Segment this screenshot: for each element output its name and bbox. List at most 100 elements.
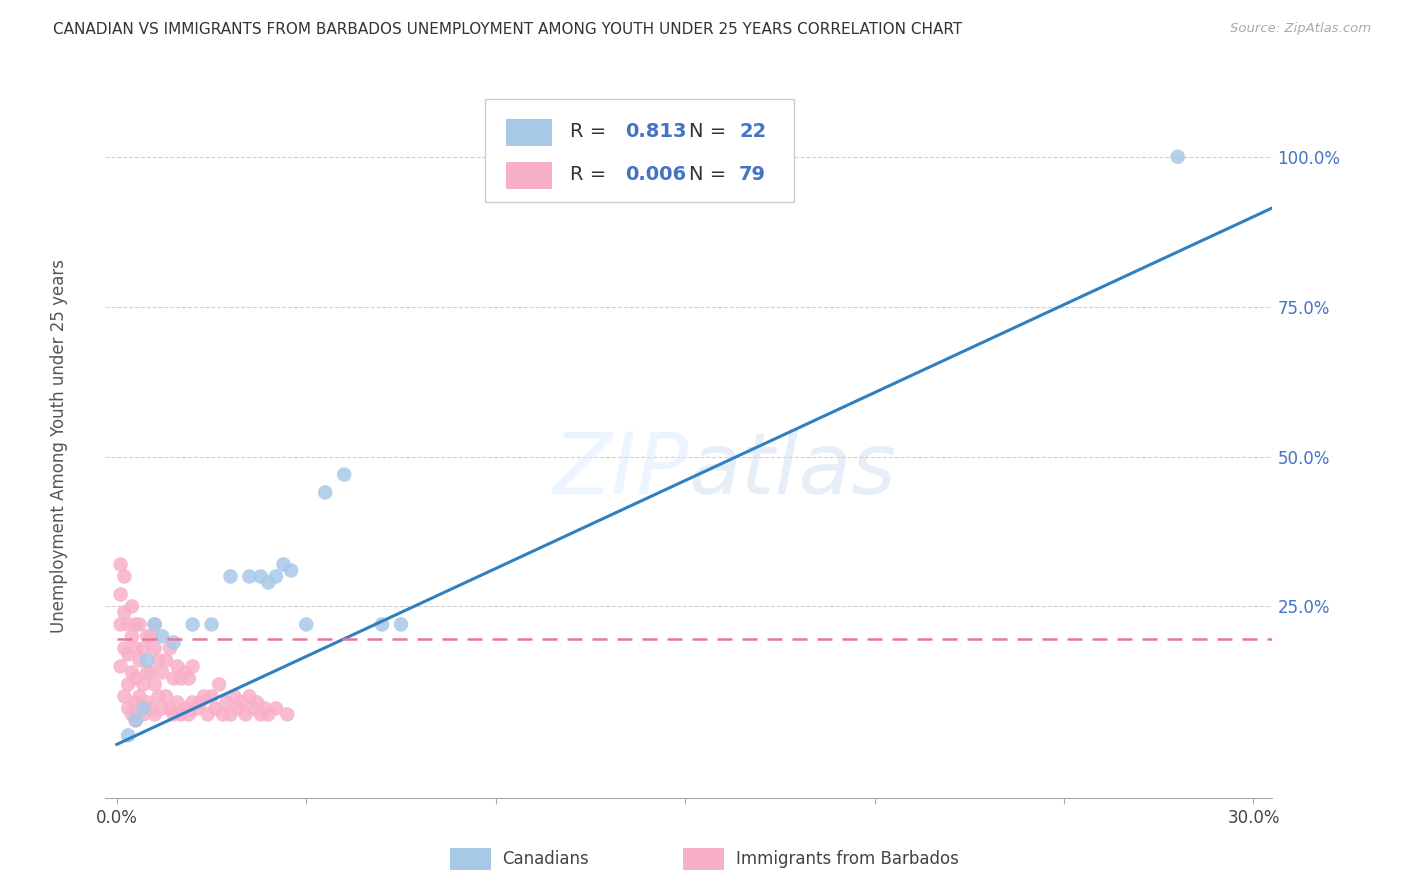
- Text: 0.813: 0.813: [624, 122, 686, 141]
- Text: N =: N =: [689, 122, 725, 141]
- Point: [128, 617, 150, 632]
- Point: [215, 695, 238, 709]
- Point: [110, 587, 132, 601]
- Point: [132, 641, 155, 656]
- Point: [181, 659, 204, 673]
- Point: [238, 690, 260, 704]
- Point: [125, 714, 148, 728]
- Point: [136, 653, 159, 667]
- Point: [231, 695, 253, 709]
- Point: [159, 701, 181, 715]
- Point: [110, 558, 132, 572]
- Point: [186, 701, 208, 715]
- FancyBboxPatch shape: [506, 162, 553, 189]
- Point: [257, 707, 280, 722]
- Point: [143, 677, 166, 691]
- Point: [200, 617, 222, 632]
- Text: 0.006: 0.006: [624, 165, 686, 185]
- Text: R =: R =: [569, 122, 619, 141]
- Point: [333, 467, 356, 482]
- Point: [121, 665, 143, 680]
- FancyBboxPatch shape: [506, 119, 553, 145]
- Point: [117, 677, 139, 691]
- Point: [121, 599, 143, 614]
- Point: [219, 569, 242, 583]
- Point: [226, 701, 249, 715]
- Point: [150, 665, 173, 680]
- Point: [128, 690, 150, 704]
- Point: [188, 695, 211, 709]
- Point: [212, 707, 235, 722]
- Point: [163, 707, 186, 722]
- Point: [132, 707, 155, 722]
- Point: [249, 707, 271, 722]
- Point: [166, 695, 188, 709]
- Text: Source: ZipAtlas.com: Source: ZipAtlas.com: [1230, 22, 1371, 36]
- Text: Canadians: Canadians: [502, 850, 589, 868]
- Text: Unemployment Among Youth under 25 years: Unemployment Among Youth under 25 years: [51, 259, 67, 633]
- Point: [117, 701, 139, 715]
- Point: [159, 641, 181, 656]
- Point: [295, 617, 318, 632]
- Point: [163, 635, 186, 649]
- Text: R =: R =: [569, 165, 619, 185]
- Point: [117, 648, 139, 662]
- Point: [150, 629, 173, 643]
- Point: [132, 677, 155, 691]
- Point: [219, 707, 242, 722]
- Point: [177, 707, 200, 722]
- Point: [224, 690, 246, 704]
- Text: N =: N =: [689, 165, 725, 185]
- Point: [143, 707, 166, 722]
- Point: [125, 672, 148, 686]
- Point: [143, 617, 166, 632]
- Point: [125, 714, 148, 728]
- Point: [276, 707, 298, 722]
- Point: [132, 701, 155, 715]
- Point: [170, 707, 193, 722]
- Point: [136, 695, 159, 709]
- Point: [155, 653, 177, 667]
- Point: [197, 707, 219, 722]
- Point: [139, 665, 162, 680]
- Point: [117, 728, 139, 742]
- Point: [163, 672, 186, 686]
- Point: [155, 690, 177, 704]
- Point: [257, 575, 280, 590]
- Point: [238, 569, 260, 583]
- Point: [208, 677, 231, 691]
- Text: 79: 79: [740, 165, 766, 185]
- Text: atlas: atlas: [689, 428, 897, 512]
- Point: [246, 695, 269, 709]
- Point: [112, 606, 135, 620]
- Point: [249, 569, 271, 583]
- Point: [314, 485, 336, 500]
- Point: [371, 617, 394, 632]
- Point: [136, 665, 159, 680]
- Point: [125, 641, 148, 656]
- Point: [204, 701, 226, 715]
- FancyBboxPatch shape: [683, 848, 724, 870]
- Point: [110, 659, 132, 673]
- Point: [177, 672, 200, 686]
- Point: [125, 695, 148, 709]
- Point: [112, 690, 135, 704]
- Point: [128, 653, 150, 667]
- Point: [136, 629, 159, 643]
- Point: [174, 665, 197, 680]
- Point: [166, 659, 188, 673]
- Text: CANADIAN VS IMMIGRANTS FROM BARBADOS UNEMPLOYMENT AMONG YOUTH UNDER 25 YEARS COR: CANADIAN VS IMMIGRANTS FROM BARBADOS UNE…: [53, 22, 963, 37]
- Point: [200, 690, 222, 704]
- Text: ZIP: ZIP: [553, 428, 689, 512]
- Point: [253, 701, 276, 715]
- Point: [110, 617, 132, 632]
- Point: [143, 641, 166, 656]
- Text: Immigrants from Barbados: Immigrants from Barbados: [735, 850, 959, 868]
- Point: [143, 617, 166, 632]
- Point: [117, 617, 139, 632]
- Point: [264, 701, 287, 715]
- Point: [273, 558, 295, 572]
- Point: [1167, 150, 1189, 164]
- Point: [193, 690, 215, 704]
- Point: [264, 569, 287, 583]
